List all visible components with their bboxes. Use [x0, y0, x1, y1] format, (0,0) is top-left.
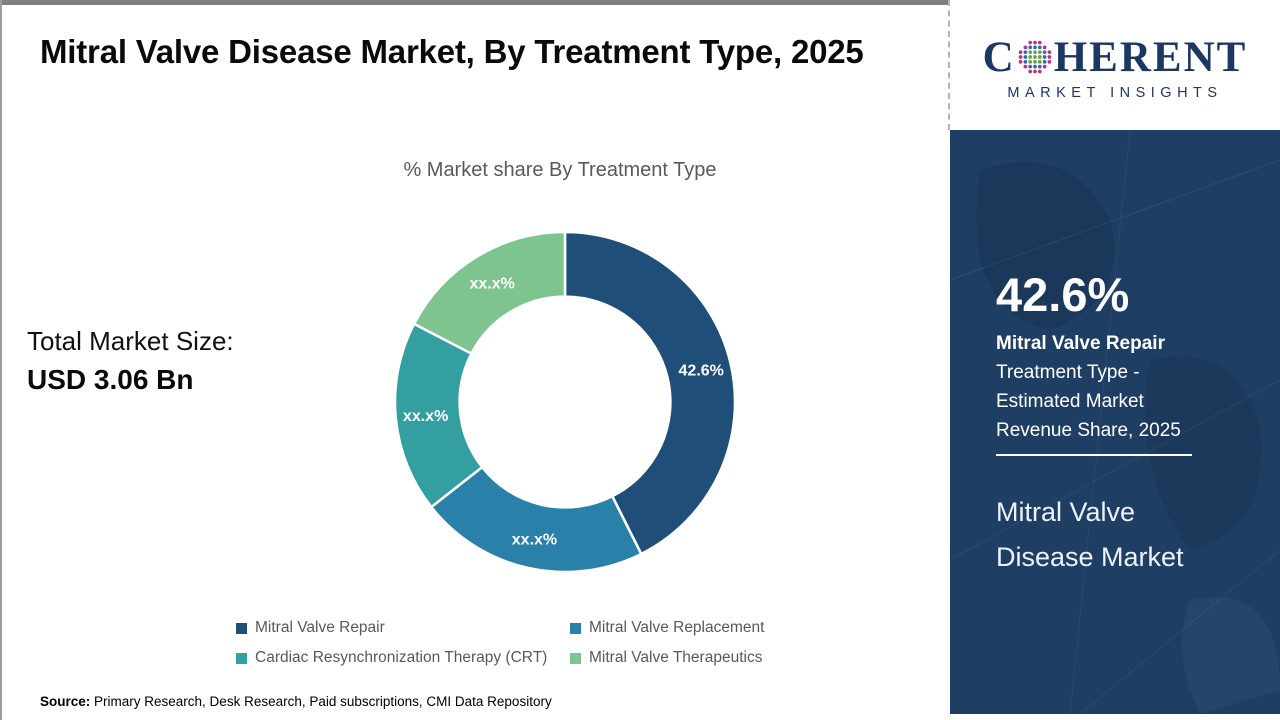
market-name: Mitral Valve Disease Market [996, 497, 1184, 572]
brand-logo: C HERENT MARKET INSIGHTS [950, 0, 1280, 130]
legend-label: Cardiac Resynchronization Therapy (CRT) [255, 649, 548, 666]
dashed-divider [948, 0, 950, 130]
donut-chart: 42.6% xx.x% xx.x% xx.x% [393, 230, 737, 574]
source-text: Primary Research, Desk Research, Paid su… [94, 694, 552, 709]
total-market-size-label: Total Market Size: [27, 326, 234, 356]
legend-label: Mitral Valve Replacement [589, 619, 765, 636]
legend-swatch-icon [570, 652, 581, 664]
slice-label-0: 42.6% [679, 363, 724, 380]
coherent-logo-globe-icon [1018, 40, 1052, 74]
logo-tagline: MARKET INSIGHTS [1007, 84, 1223, 101]
stat-description: Treatment Type - Estimated Market Revenu… [996, 362, 1181, 442]
legend-item-3: Mitral Valve Therapeutics [570, 649, 762, 667]
legend-swatch-icon [570, 622, 581, 634]
stats-panel: 42.6% Mitral Valve Repair Treatment Type… [950, 130, 1280, 714]
slice-label-3: xx.x% [470, 275, 515, 292]
legend-swatch-icon [236, 622, 247, 634]
legend-item-0: Mitral Valve Repair [236, 619, 385, 637]
slice-label-1: xx.x% [512, 532, 557, 549]
donut-segment-3 [412, 230, 567, 356]
stat-divider [996, 454, 1192, 456]
total-market-size-value: USD 3.06 Bn [27, 364, 194, 395]
left-border [0, 0, 2, 720]
stat-value: 42.6% [996, 268, 1130, 321]
donut-segment-0 [563, 230, 737, 556]
legend-label: Mitral Valve Therapeutics [589, 649, 763, 666]
top-bar [0, 0, 948, 5]
logo-letter-c: C [982, 33, 1016, 81]
legend-swatch-icon [236, 652, 247, 664]
page-title: Mitral Valve Disease Market, By Treatmen… [40, 33, 864, 70]
logo-name-rest: HERENT [1053, 33, 1248, 81]
legend-item-2: Cardiac Resynchronization Therapy (CRT) [236, 649, 547, 667]
stat-block: 42.6% Mitral Valve Repair Treatment Type… [996, 270, 1251, 445]
donut-segment-1 [429, 465, 643, 574]
total-market-size: Total Market Size: USD 3.06 Bn [27, 326, 234, 396]
legend-item-1: Mitral Valve Replacement [570, 619, 764, 637]
world-map-texture [950, 130, 1280, 714]
slice-label-2: xx.x% [403, 408, 448, 425]
stat-title: Mitral Valve Repair [996, 333, 1165, 355]
source-prefix: Source: [40, 694, 91, 709]
chart-subtitle: % Market share By Treatment Type [403, 159, 717, 181]
legend-label: Mitral Valve Repair [255, 619, 385, 636]
logo-wordmark: C HERENT [983, 36, 1248, 79]
source-line: Source: Primary Research, Desk Research,… [40, 694, 552, 709]
